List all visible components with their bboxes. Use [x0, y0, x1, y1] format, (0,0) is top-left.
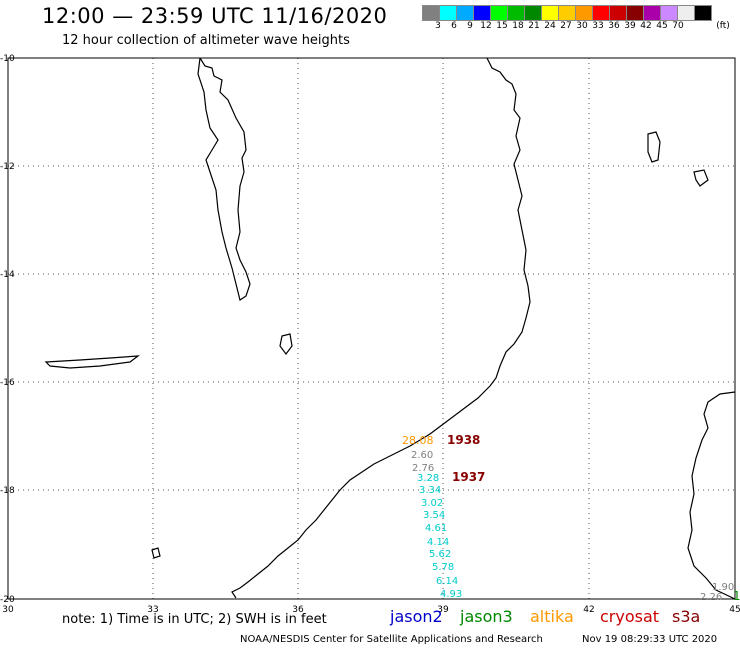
lake-malawi-outline: [197, 57, 251, 301]
legend-swatches: [422, 5, 712, 21]
madagascar-west-coast: [687, 391, 736, 600]
wave-height-label: 6.14: [436, 576, 458, 587]
lake-chilwa: [279, 333, 293, 355]
legend-label: 33: [592, 21, 604, 31]
legend-label: 70: [672, 21, 684, 31]
legend-swatch: [694, 5, 712, 21]
legend-label: 12: [480, 21, 492, 31]
altimeter-track-labels: 28.08 1938 2.60 2.763.28 1937 3.34 3.023.54 4.6…: [402, 433, 740, 603]
legend-label: 18: [512, 21, 524, 31]
madagascar-north-islet: [693, 169, 709, 187]
legend-label: 24: [544, 21, 556, 31]
latitude-label: -16: [0, 378, 15, 388]
legend-label: 42: [640, 21, 652, 31]
longitude-label: 42: [583, 605, 594, 615]
satellite-name-altika: altika: [530, 607, 574, 626]
longitude-label: 33: [147, 605, 158, 615]
wave-height-label: 5.62: [429, 549, 451, 560]
coastlines: [44, 57, 736, 600]
satellite-name-jason3: jason3: [460, 607, 513, 626]
color-legend: (ft) 3 6 9 12 15 18 21 24 27 30 33 36 39 42 45 70: [422, 5, 730, 31]
wave-height-label: 2.60: [411, 450, 433, 461]
chart-title: 12:00 — 23:59 UTC 11/16/2020: [42, 4, 388, 28]
legend-label: 30: [576, 21, 588, 31]
credit-line: NOAA/NESDIS Center for Satellite Applica…: [240, 634, 543, 645]
wave-height-label: 5.78: [432, 562, 454, 573]
legend-label: 9: [467, 21, 473, 31]
latitude-label: -20: [0, 595, 15, 605]
map-frame: [7, 57, 736, 600]
longitude-label: 45: [729, 605, 740, 615]
legend-label: 3: [435, 21, 441, 31]
longitude-label: 39: [437, 605, 449, 615]
footer-note: note: 1) Time is in UTC; 2) SWH is in fe…: [62, 612, 327, 627]
legend-label: 27: [560, 21, 572, 31]
longitude-label: 36: [292, 605, 304, 615]
legend-labels: (ft) 3 6 9 12 15 18 21 24 27 30 33 36 39 42 45 70: [422, 21, 740, 35]
longitude-label: 30: [2, 605, 14, 615]
satellite-name-cryosat: cryosat: [600, 607, 660, 626]
legend-label: 15: [496, 21, 508, 31]
latitude-label: -12: [0, 162, 15, 172]
small-island: [151, 547, 161, 559]
wave-height-label: 3.02: [421, 498, 443, 509]
wave-height-label: 3.28: [417, 473, 439, 484]
east-africa-coastline: [231, 57, 531, 599]
legend-label: 39: [624, 21, 636, 31]
wave-height-label: 1.90: [712, 582, 734, 593]
latitude-label: -14: [0, 270, 15, 280]
legend-label: 21: [528, 21, 540, 31]
wave-height-label: 3.54: [423, 510, 445, 521]
wave-height-label: 28.08: [402, 434, 434, 447]
latitude-label: -10: [0, 54, 15, 64]
wave-height-label: 4.14: [427, 537, 449, 548]
legend-label: 36: [608, 21, 620, 31]
legend-unit: (ft): [716, 21, 730, 31]
wave-height-label: 3.34: [419, 485, 441, 496]
chart-subtitle: 12 hour collection of altimeter wave hei…: [62, 33, 350, 48]
wave-height-label: 4.61: [425, 523, 447, 534]
map-grid: [8, 58, 735, 599]
legend-label: 45: [656, 21, 668, 31]
latitude-label: -18: [0, 486, 15, 496]
wave-height-label: 1938: [447, 433, 480, 447]
wave-height-label: 1937: [452, 470, 485, 484]
wave-height-label: 2.26: [700, 592, 722, 603]
generation-timestamp: Nov 19 08:29:33 UTC 2020: [582, 634, 718, 645]
comoros-island: [647, 131, 661, 163]
wave-height-label: 4.93: [440, 589, 462, 600]
wave-height-label: 2.76: [412, 463, 434, 474]
satellite-name-s3a: s3a: [672, 607, 701, 626]
legend-label: 6: [451, 21, 457, 31]
lake-tanganyika-tail: [44, 355, 140, 369]
wave-height-label: 1: [733, 589, 740, 603]
satellite-name-jason2: jason2: [390, 607, 443, 626]
